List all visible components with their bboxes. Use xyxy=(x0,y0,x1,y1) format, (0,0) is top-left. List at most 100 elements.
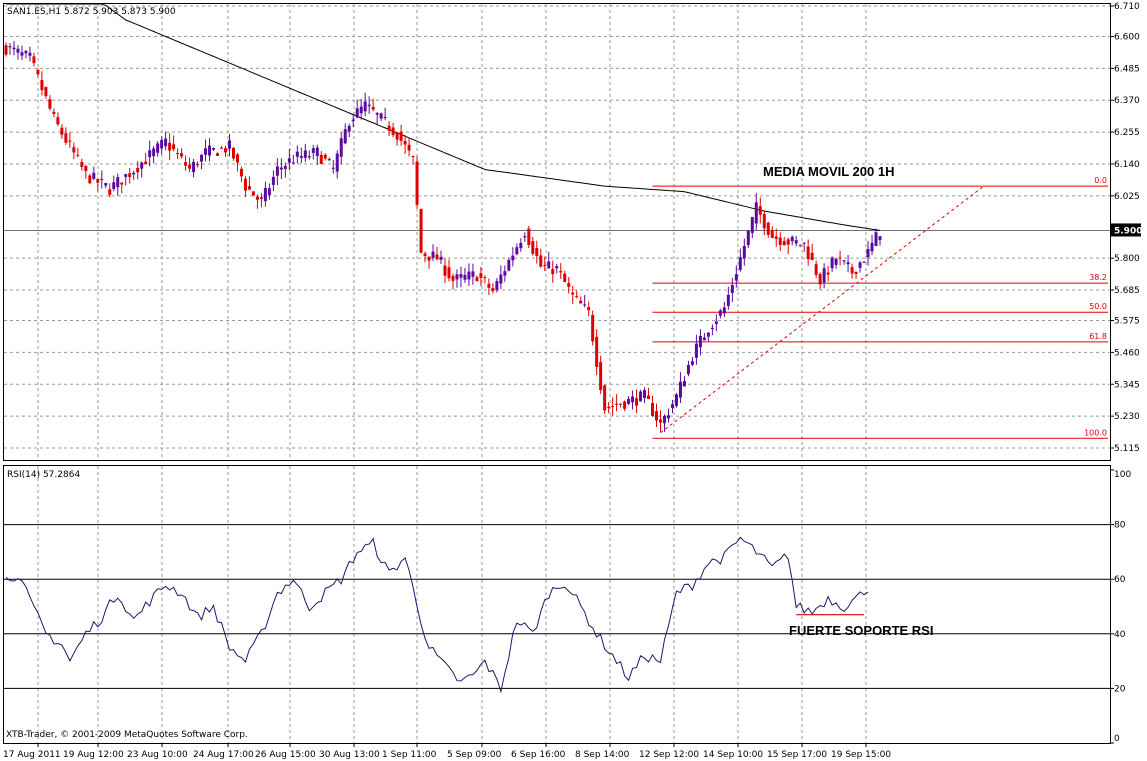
ma200-layer xyxy=(6,3,881,231)
candle-bull xyxy=(878,236,882,241)
time-tick-label: 1 Sep 11:00 xyxy=(382,750,437,760)
candle-bear xyxy=(172,144,176,150)
candle-bear xyxy=(48,99,52,109)
candle-bull xyxy=(104,182,108,186)
support-trendline xyxy=(660,185,985,434)
candle-bear xyxy=(88,175,92,184)
candle-bull xyxy=(227,140,231,149)
candle-bear xyxy=(539,255,543,267)
candle-bear xyxy=(239,168,243,177)
time-tick-label: 19 Aug 12:00 xyxy=(63,750,124,760)
candle-bull xyxy=(307,156,311,158)
candle-bull xyxy=(499,274,503,284)
candle-bull xyxy=(706,332,710,337)
candle-bull xyxy=(200,154,204,162)
candle-bull xyxy=(379,113,383,119)
candle-bear xyxy=(479,273,483,278)
candle-bull xyxy=(359,106,363,114)
candle-bull xyxy=(24,50,28,54)
candle-bull xyxy=(287,158,291,163)
fib-level-label: 0.0 xyxy=(1094,176,1107,185)
rsi-pane-frame xyxy=(3,465,1111,744)
candle-bear xyxy=(180,153,184,157)
candle-bull xyxy=(351,119,355,122)
candle-bull xyxy=(311,148,315,153)
candle-bear xyxy=(854,271,858,274)
time-tick-label: 23 Aug 10:00 xyxy=(127,750,188,760)
candle-bull xyxy=(291,162,295,164)
time-tick-label: 24 Aug 17:00 xyxy=(193,750,254,760)
rsi-layer xyxy=(5,536,869,694)
candle-bull xyxy=(8,46,12,48)
rsi-pane: RSI(14) 57.2864 FUERTE SOPORTE RSI XTB-T… xyxy=(3,465,1111,744)
candle-bear xyxy=(647,395,651,400)
candle-bull xyxy=(830,257,834,269)
candle-bull xyxy=(124,174,128,177)
candle-bear xyxy=(403,141,407,145)
candle-bull xyxy=(467,271,471,280)
candle-bull xyxy=(738,257,742,270)
candle-bull xyxy=(631,396,635,403)
candle-bull xyxy=(746,230,750,246)
candle-bull xyxy=(639,391,643,402)
candle-bear xyxy=(587,307,591,311)
candle-bear xyxy=(806,246,810,260)
candle-bear xyxy=(235,154,239,163)
candle-bear xyxy=(415,161,419,205)
candle-bear xyxy=(447,267,451,279)
rsi-axis: 100 80 60 40 20 0 xyxy=(1110,469,1131,744)
candle-bear xyxy=(659,419,663,423)
candle-bull xyxy=(698,335,702,348)
candle-bull xyxy=(100,178,104,180)
time-axis: 17 Aug 2011 19 Aug 12:00 23 Aug 10:00 24 Au… xyxy=(3,743,891,760)
candle-bear xyxy=(786,239,790,245)
candle-bull xyxy=(694,343,698,358)
candle-bear xyxy=(443,265,447,276)
candle-bear xyxy=(826,272,830,275)
candle-bull xyxy=(583,304,587,306)
candle-bull xyxy=(152,148,156,157)
candle-bull xyxy=(263,188,267,202)
candle-bull xyxy=(28,52,32,56)
candle-bear xyxy=(395,132,399,140)
candle-bear xyxy=(32,56,36,64)
candle-bear xyxy=(475,277,479,282)
rsi-annotation: FUERTE SOPORTE RSI xyxy=(789,623,933,638)
candle-bear xyxy=(44,87,48,97)
candle-bear xyxy=(483,277,487,279)
price-tick-label: 6.600 xyxy=(1114,32,1140,42)
price-tick-label: 5.345 xyxy=(1114,380,1140,390)
candle-bear xyxy=(611,406,615,408)
candle-bull xyxy=(459,274,463,278)
candle-bear xyxy=(774,236,778,239)
price-axis: 6.710 6.600 6.485 6.370 6.255 6.140 6.025 5.900… xyxy=(1110,2,1142,454)
candle-bull xyxy=(726,294,730,306)
candle-bull xyxy=(355,108,359,118)
candle-bull xyxy=(718,310,722,316)
candle-bull xyxy=(702,337,706,341)
price-tick-label: 6.485 xyxy=(1114,64,1140,74)
candle-bear xyxy=(770,230,774,238)
candle-bull xyxy=(686,364,690,375)
candle-bull xyxy=(267,188,271,195)
candle-bear xyxy=(635,398,639,406)
candle-bull xyxy=(523,236,527,238)
candle-bear xyxy=(531,241,535,254)
candle-bull xyxy=(303,150,307,158)
candle-bull xyxy=(858,262,862,268)
candle-bull xyxy=(507,259,511,271)
candle-bull xyxy=(495,280,499,290)
candle-bear xyxy=(758,206,762,215)
ma-annotation: MEDIA MOVIL 200 1H xyxy=(763,164,894,179)
candle-bear xyxy=(231,147,235,159)
candle-bear xyxy=(52,111,56,114)
candle-bear xyxy=(56,117,60,125)
candle-bull xyxy=(204,148,208,155)
candle-bear xyxy=(108,189,112,195)
fib-level-label: 38.2 xyxy=(1089,273,1107,282)
time-tick-label: 30 Aug 13:00 xyxy=(319,750,380,760)
time-tick-label: 6 Sep 16:00 xyxy=(511,750,566,760)
candle-bear xyxy=(243,178,247,191)
candle-bear xyxy=(247,186,251,190)
